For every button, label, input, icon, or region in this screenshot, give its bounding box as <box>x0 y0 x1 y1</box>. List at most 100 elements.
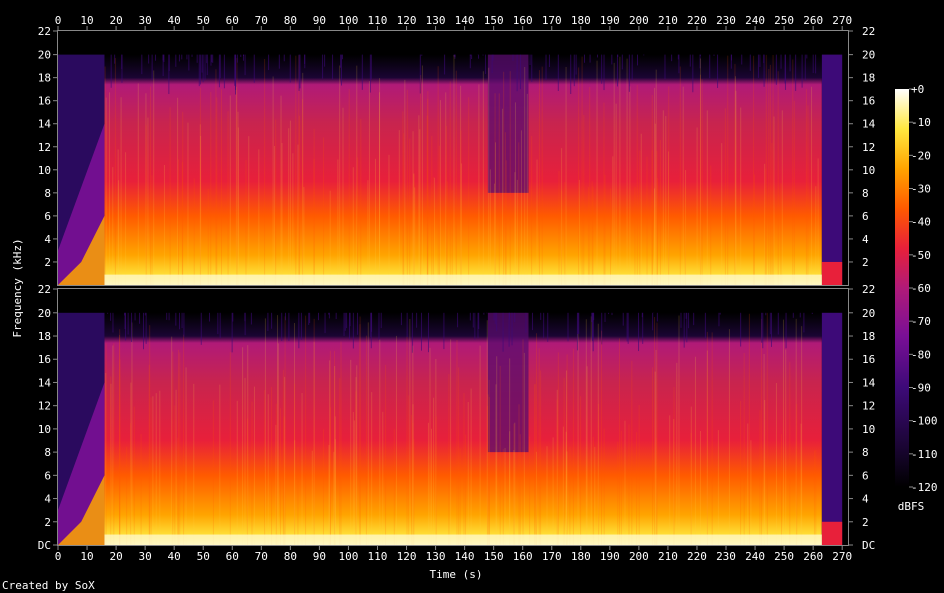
channel-2-spectrogram <box>58 289 848 545</box>
y-tick-label-left: 16 <box>38 95 51 108</box>
y-tick-label-right: 6 <box>862 210 869 223</box>
y-tick-label-left: 14 <box>38 376 52 389</box>
x-axis-label: Time (s) <box>430 568 483 581</box>
x-tick-label-bottom: 230 <box>716 550 736 563</box>
y-tick-label-left: 4 <box>44 493 51 506</box>
y-tick-label-left: 10 <box>38 164 51 177</box>
y-tick-label-left: 16 <box>38 353 51 366</box>
y-tick-label-left: 2 <box>44 256 51 269</box>
y-tick-label-left: DC <box>38 539 51 552</box>
y-tick-label-right: 10 <box>862 164 875 177</box>
colorbar-tick-label: -90 <box>911 382 931 395</box>
y-tick-label-right: 12 <box>862 141 875 154</box>
x-tick-label-bottom: 170 <box>542 550 562 563</box>
x-tick-label-top: 140 <box>455 14 475 27</box>
x-tick-label-bottom: 90 <box>313 550 326 563</box>
x-tick-label-top: 120 <box>397 14 417 27</box>
colorbar-label: dBFS <box>898 500 925 513</box>
x-axis: 0 0 10 10 20 20 30 30 40 40 50 50 60 60 70 70 80 80 90 90 10… <box>55 14 852 563</box>
y-tick-label-left: 22 <box>38 25 51 38</box>
colorbar-ticks: +0 -10 -20 -30 -40 -50 -60 -70 -80 -90 -100 -110 -12… <box>909 83 938 494</box>
y-tick-label-left: 18 <box>38 72 51 85</box>
x-tick-label-bottom: 40 <box>168 550 181 563</box>
y-tick-label-left: 6 <box>44 210 51 223</box>
x-tick-label-bottom: 70 <box>255 550 268 563</box>
x-tick-label-bottom: 60 <box>226 550 239 563</box>
y-tick-label-left: 12 <box>38 400 51 413</box>
colorbar-tick-label: -20 <box>911 149 931 162</box>
x-tick-label-top: 60 <box>226 14 239 27</box>
y-tick-label-right: DC <box>862 539 875 552</box>
y-tick-label-right: 8 <box>862 187 869 200</box>
colorbar-tick-label: -30 <box>911 183 931 196</box>
y-tick-label-left: 8 <box>44 187 51 200</box>
y-tick-label-left: 20 <box>38 307 51 320</box>
x-tick-label-top: 220 <box>687 14 707 27</box>
x-tick-label-bottom: 50 <box>197 550 210 563</box>
y-tick-label-right: 4 <box>862 233 869 246</box>
x-tick-label-bottom: 260 <box>803 550 823 563</box>
x-tick-label-bottom: 220 <box>687 550 707 563</box>
colorbar <box>895 89 909 487</box>
x-tick-label-top: 130 <box>426 14 446 27</box>
y-tick-label-left: 22 <box>38 283 51 296</box>
x-tick-label-bottom: 140 <box>455 550 475 563</box>
x-tick-label-top: 250 <box>774 14 794 27</box>
y-tick-label-right: 14 <box>862 118 876 131</box>
x-tick-label-bottom: 30 <box>139 550 152 563</box>
y-tick-label-right: 6 <box>862 469 869 482</box>
colorbar-tick-label: -40 <box>911 216 931 229</box>
x-tick-label-bottom: 210 <box>658 550 678 563</box>
x-tick-label-top: 40 <box>168 14 181 27</box>
x-tick-label-top: 170 <box>542 14 562 27</box>
colorbar-tick-label: -60 <box>911 282 931 295</box>
y-tick-label-right: 4 <box>862 493 869 506</box>
x-tick-label-bottom: 240 <box>745 550 765 563</box>
x-tick-label-top: 80 <box>284 14 297 27</box>
x-tick-label-bottom: 80 <box>284 550 297 563</box>
x-tick-label-bottom: 120 <box>397 550 417 563</box>
x-tick-label-bottom: 10 <box>80 550 93 563</box>
y-tick-label-right: 12 <box>862 400 875 413</box>
y-tick-label-right: 2 <box>862 516 869 529</box>
y-tick-label-right: 16 <box>862 95 875 108</box>
x-tick-label-top: 240 <box>745 14 765 27</box>
colorbar-tick-label: -50 <box>911 249 931 262</box>
x-tick-label-bottom: 200 <box>629 550 649 563</box>
y-tick-label-left: 12 <box>38 141 51 154</box>
colorbar-tick-label: -110 <box>911 448 938 461</box>
x-tick-label-top: 160 <box>513 14 533 27</box>
y-tick-label-right: 16 <box>862 353 875 366</box>
y-tick-label-right: 10 <box>862 423 875 436</box>
y-tick-label-left: 8 <box>44 446 51 459</box>
x-tick-label-bottom: 150 <box>484 550 504 563</box>
x-tick-label-bottom: 0 <box>55 550 62 563</box>
plot-frame-top <box>57 30 849 286</box>
y-tick-label-left: 4 <box>44 233 51 246</box>
y-tick-label-left: 14 <box>38 118 52 131</box>
credit-text: Created by SoX <box>2 579 95 592</box>
y-tick-label-right: 8 <box>862 446 869 459</box>
x-tick-label-top: 230 <box>716 14 736 27</box>
x-tick-label-top: 200 <box>629 14 649 27</box>
x-tick-label-top: 190 <box>600 14 620 27</box>
x-tick-label-top: 90 <box>313 14 326 27</box>
y-tick-label-right: 18 <box>862 72 875 85</box>
y-tick-label-right: 18 <box>862 330 875 343</box>
y-tick-label-right: 22 <box>862 283 875 296</box>
x-tick-label-top: 50 <box>197 14 210 27</box>
x-tick-label-top: 110 <box>368 14 388 27</box>
y-tick-label-left: 6 <box>44 469 51 482</box>
x-tick-label-top: 30 <box>139 14 152 27</box>
x-tick-label-bottom: 130 <box>426 550 446 563</box>
y-tick-label-left: 20 <box>38 49 51 62</box>
x-tick-label-top: 210 <box>658 14 678 27</box>
colorbar-tick-label: +0 <box>911 83 924 96</box>
colorbar-tick-label: -10 <box>911 116 931 129</box>
x-tick-label-top: 20 <box>109 14 122 27</box>
y-tick-label-left: 18 <box>38 330 51 343</box>
colorbar-tick-label: -120 <box>911 481 938 494</box>
colorbar-tick-label: -70 <box>911 315 931 328</box>
